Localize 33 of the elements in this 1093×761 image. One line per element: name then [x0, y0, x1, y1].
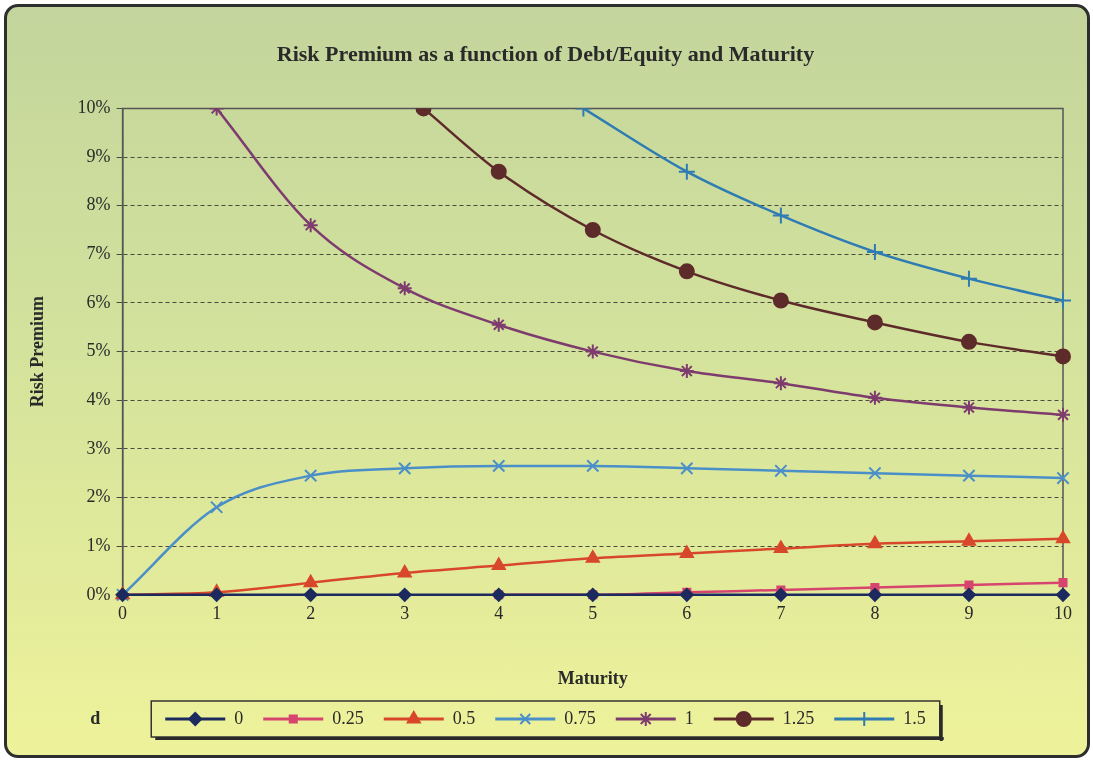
x-tick-label: 2 — [306, 603, 316, 624]
legend-label: 0 — [234, 707, 244, 728]
x-tick-label: 10 — [1054, 603, 1072, 624]
legend-label: 0.25 — [332, 707, 364, 728]
x-tick-label: 8 — [870, 603, 880, 624]
y-tick-label: 10% — [77, 97, 111, 118]
y-tick-label: 8% — [86, 194, 111, 215]
x-tick-label: 4 — [494, 603, 504, 624]
y-tick-label: 7% — [86, 243, 111, 264]
legend-label: 1 — [684, 707, 694, 728]
x-tick-label: 6 — [682, 603, 692, 624]
x-tick-label: 1 — [212, 603, 222, 624]
x-tick-label: 0 — [118, 603, 128, 624]
legend-title: d — [90, 707, 101, 728]
y-tick-label: 5% — [86, 340, 111, 361]
x-tick-label: 9 — [964, 603, 974, 624]
legend-label: 0.75 — [564, 707, 596, 728]
y-tick-label: 4% — [86, 388, 111, 409]
y-tick-label: 6% — [86, 291, 111, 312]
chart-title: Risk Premium as a function of Debt/Equity and Maturity — [276, 40, 815, 66]
y-tick-label: 2% — [86, 486, 111, 507]
x-tick-label: 3 — [400, 603, 410, 624]
x-axis-title: Maturity — [557, 667, 628, 688]
legend-label: 0.5 — [452, 707, 476, 728]
legend-label: 1.5 — [903, 707, 926, 728]
x-tick-label: 5 — [588, 603, 598, 624]
legend-label: 1.25 — [782, 707, 815, 728]
y-tick-label: 3% — [86, 437, 111, 458]
y-tick-label: 1% — [86, 534, 111, 555]
x-tick-label: 7 — [776, 603, 786, 624]
y-tick-label: 9% — [86, 145, 111, 166]
y-axis-title: Risk Premium — [27, 296, 48, 408]
y-tick-label: 0% — [86, 583, 111, 604]
